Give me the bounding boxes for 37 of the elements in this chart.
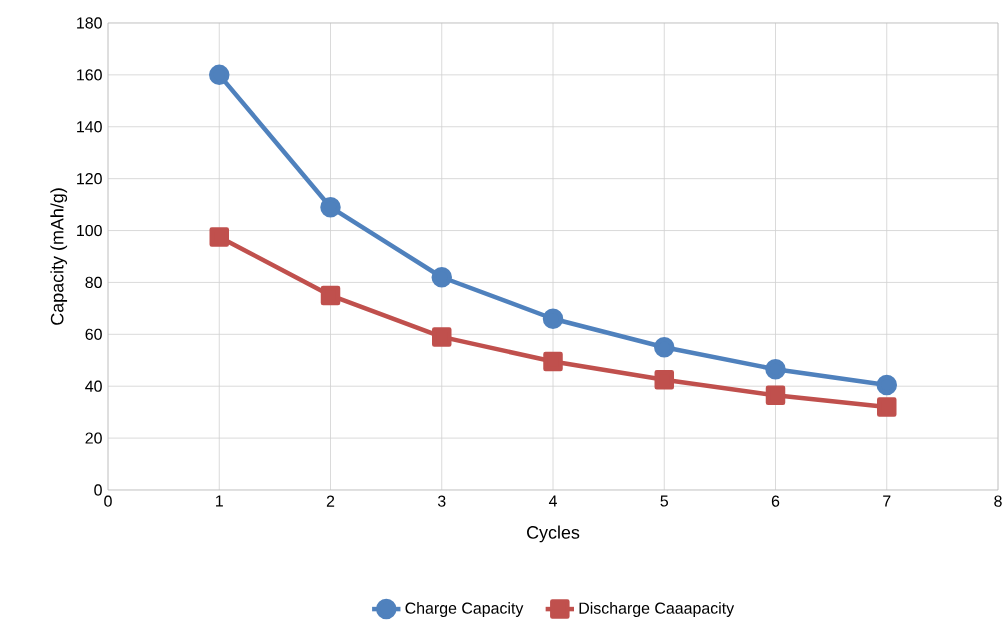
x-axis-title: Cycles (527, 525, 580, 543)
y-tick-label: 0 (94, 484, 102, 496)
x-tick-label: 1 (216, 495, 223, 507)
point (765, 385, 786, 406)
x-tick-label: 4 (548, 495, 557, 507)
y-tick-label: 160 (77, 69, 102, 81)
point (765, 359, 786, 380)
y-tick-label: 140 (77, 121, 102, 133)
point (431, 266, 453, 288)
point (209, 227, 230, 247)
y-tick-label: 80 (85, 276, 102, 289)
point (654, 369, 675, 390)
point (654, 337, 675, 358)
point (876, 374, 898, 396)
point (320, 285, 341, 306)
point (320, 196, 341, 218)
point (432, 327, 452, 347)
y-tick-label: 20 (85, 432, 102, 444)
y-tick-label: 40 (85, 380, 102, 392)
x-tick-label: 6 (771, 495, 780, 507)
point (542, 308, 564, 329)
y-tick-label: 180 (77, 17, 102, 29)
x-tick-label: 8 (994, 495, 1002, 507)
x-tick-label: 2 (326, 495, 335, 507)
y-axis-title: Capacity (mAh/g) (50, 188, 68, 325)
point (877, 397, 897, 417)
legend-label: Discharge Caaapacity (579, 602, 735, 617)
x-tick-label: 0 (104, 495, 112, 507)
x-tick-label: 7 (883, 495, 891, 507)
x-tick-label: 3 (437, 495, 446, 507)
y-tick-label: 100 (77, 224, 102, 237)
point (543, 351, 563, 372)
legend-label: Charge Capacity (405, 602, 524, 617)
y-tick-label: 120 (77, 173, 102, 185)
x-tick-label: 5 (660, 495, 669, 507)
point (209, 64, 230, 86)
y-tick-label: 60 (85, 328, 102, 340)
